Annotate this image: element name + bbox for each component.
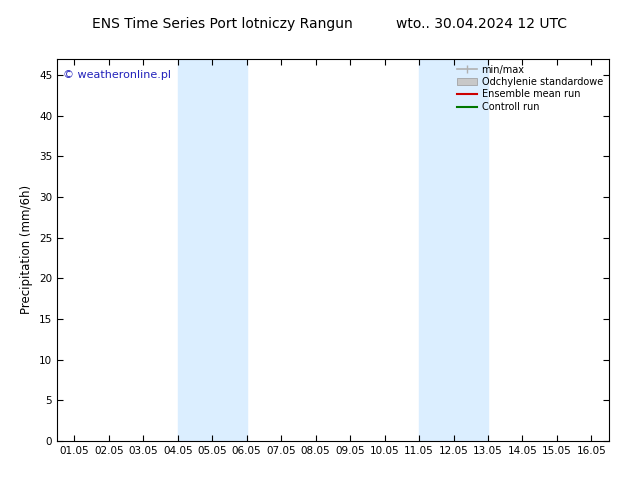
Legend: min/max, Odchylenie standardowe, Ensemble mean run, Controll run: min/max, Odchylenie standardowe, Ensembl…	[453, 61, 607, 116]
Text: ENS Time Series Port lotniczy Rangun: ENS Time Series Port lotniczy Rangun	[91, 17, 353, 31]
Text: wto.. 30.04.2024 12 UTC: wto.. 30.04.2024 12 UTC	[396, 17, 567, 31]
Text: © weatheronline.pl: © weatheronline.pl	[63, 70, 171, 80]
Bar	[178, 59, 247, 441]
Y-axis label: Precipitation (mm/6h): Precipitation (mm/6h)	[20, 185, 34, 315]
Bar	[419, 59, 488, 441]
